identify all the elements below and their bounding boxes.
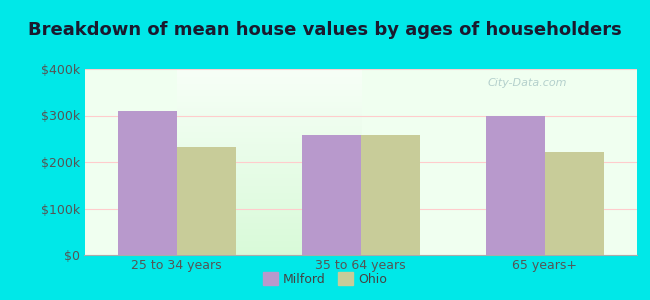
Bar (118, 111, 177, 255)
Legend: Milford, Ohio: Milford, Ohio (258, 267, 392, 291)
Bar (486, 116, 545, 255)
Bar (302, 135, 361, 255)
Text: Breakdown of mean house values by ages of householders: Breakdown of mean house values by ages o… (28, 21, 622, 39)
Bar (177, 147, 235, 255)
Bar (545, 152, 604, 255)
Bar (361, 135, 420, 255)
Text: City-Data.com: City-Data.com (488, 78, 567, 88)
